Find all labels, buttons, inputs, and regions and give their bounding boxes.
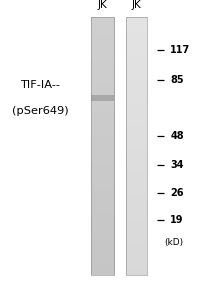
Text: 26: 26	[169, 188, 183, 198]
Text: 34: 34	[169, 160, 183, 170]
Text: JK: JK	[131, 1, 141, 10]
Text: 85: 85	[169, 75, 183, 85]
Text: TIF-IA--: TIF-IA--	[20, 80, 60, 90]
Text: (kD): (kD)	[163, 238, 182, 247]
Text: 48: 48	[169, 131, 183, 142]
Text: (pSer649): (pSer649)	[12, 106, 68, 116]
Text: 117: 117	[169, 45, 190, 55]
Text: 19: 19	[169, 215, 183, 225]
Bar	[125, 16, 146, 274]
Text: JK: JK	[97, 1, 107, 10]
Bar	[90, 16, 114, 274]
Bar	[90, 94, 114, 101]
